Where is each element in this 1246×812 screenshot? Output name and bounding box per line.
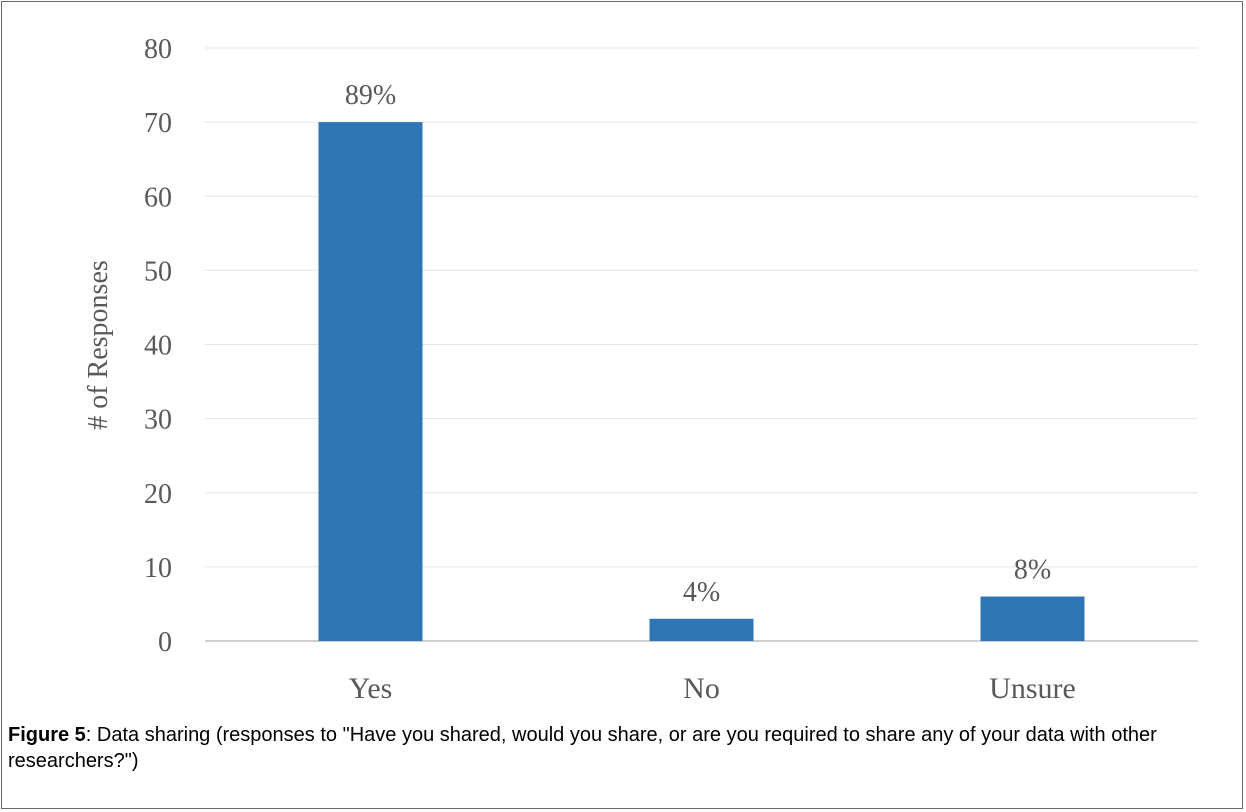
x-tick-label: Yes (349, 672, 393, 705)
y-axis-ticks: 0 10 20 30 40 50 60 70 80 (144, 34, 172, 658)
x-tick-label: No (683, 672, 720, 705)
bar-no (649, 618, 754, 641)
x-tick-label: Unsure (989, 672, 1076, 705)
data-label: 89% (345, 80, 396, 111)
x-axis-ticks: Yes No Unsure (349, 672, 1076, 705)
y-tick-label: 70 (144, 108, 172, 139)
bars (318, 122, 1085, 641)
y-tick-label: 40 (144, 331, 172, 362)
bar-unsure (980, 596, 1085, 641)
y-tick-label: 50 (144, 256, 172, 287)
y-tick-label: 80 (144, 34, 172, 65)
data-label: 8% (1014, 555, 1051, 586)
data-label: 4% (683, 577, 720, 608)
y-tick-label: 30 (144, 405, 172, 436)
y-tick-label: 20 (144, 479, 172, 510)
bar-chart: 0 10 20 30 40 50 60 70 80 89% 4% 8% Yes No Unsure # … (83, 34, 1198, 705)
y-tick-label: 0 (158, 627, 172, 658)
y-tick-label: 10 (144, 553, 172, 584)
caption-label: Figure 5 (8, 724, 86, 746)
data-labels: 89% 4% 8% (345, 80, 1051, 608)
figure-caption: Figure 5: Data sharing (responses to "Ha… (8, 722, 1228, 774)
caption-text: : Data sharing (responses to "Have you s… (8, 724, 1157, 772)
bar-yes (318, 122, 423, 641)
y-axis-label: # of Responses (83, 260, 114, 430)
y-tick-label: 60 (144, 182, 172, 213)
